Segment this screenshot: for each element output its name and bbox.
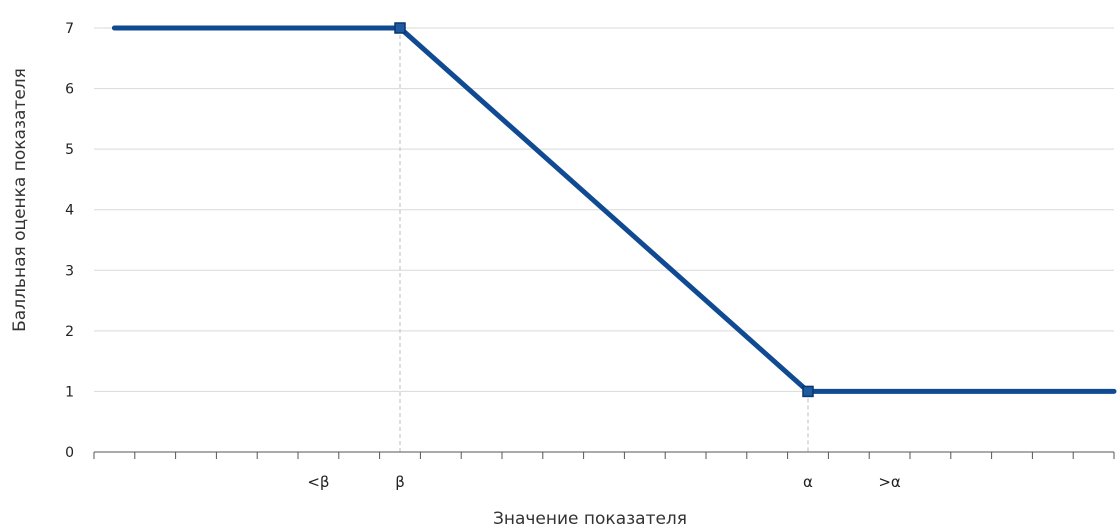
y-tick-label-0: 0 bbox=[65, 445, 74, 461]
y-tick-label-7: 7 bbox=[65, 21, 74, 37]
x-tick-label-4: >α bbox=[878, 473, 901, 491]
y-tick-label-6: 6 bbox=[65, 82, 74, 98]
series bbox=[111, 25, 1117, 394]
series-line-1 bbox=[111, 25, 1117, 394]
data-point-1 bbox=[394, 22, 406, 34]
y-tick-label-5: 5 bbox=[65, 142, 74, 158]
y-tick-labels: 0 1 2 3 4 5 6 7 bbox=[65, 21, 74, 461]
x-axis bbox=[93, 451, 1115, 459]
x-tick-label-3: α bbox=[803, 473, 813, 491]
x-tick-labels: <β β α >α bbox=[307, 473, 901, 491]
x-tick-label-2: β bbox=[395, 473, 405, 491]
y-axis-title: Балльная оценка показателя bbox=[10, 68, 30, 332]
x-tick-label-1: <β bbox=[307, 473, 329, 491]
data-point-2 bbox=[802, 385, 814, 398]
y-tick-label-2: 2 bbox=[65, 324, 74, 340]
x-axis-title: Значение показателя bbox=[493, 509, 687, 527]
y-tick-label-4: 4 bbox=[65, 203, 74, 219]
y-tick-label-1: 1 bbox=[65, 384, 74, 400]
reference-lines bbox=[399, 28, 809, 452]
y-tick-label-3: 3 bbox=[65, 263, 74, 279]
markers bbox=[394, 22, 814, 398]
